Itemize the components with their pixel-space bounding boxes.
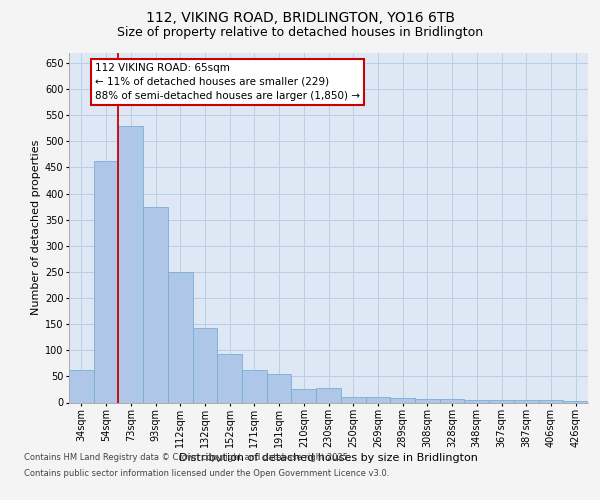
Bar xyxy=(94,161,118,402)
Bar xyxy=(118,126,143,402)
Bar xyxy=(217,354,242,403)
X-axis label: Distribution of detached houses by size in Bridlington: Distribution of detached houses by size … xyxy=(179,453,478,463)
Bar xyxy=(242,370,267,402)
Bar xyxy=(563,401,588,402)
Bar xyxy=(341,398,365,402)
Bar xyxy=(168,272,193,402)
Text: 112 VIKING ROAD: 65sqm
← 11% of detached houses are smaller (229)
88% of semi-de: 112 VIKING ROAD: 65sqm ← 11% of detached… xyxy=(95,63,360,101)
Bar xyxy=(69,370,94,402)
Bar xyxy=(390,398,415,402)
Text: Size of property relative to detached houses in Bridlington: Size of property relative to detached ho… xyxy=(117,26,483,39)
Bar xyxy=(193,328,217,402)
Text: Contains public sector information licensed under the Open Government Licence v3: Contains public sector information licen… xyxy=(24,469,389,478)
Bar xyxy=(143,206,168,402)
Bar xyxy=(292,390,316,402)
Bar xyxy=(316,388,341,402)
Bar xyxy=(415,399,440,402)
Bar xyxy=(514,400,539,402)
Bar xyxy=(267,374,292,402)
Bar xyxy=(539,400,563,402)
Bar xyxy=(464,400,489,402)
Bar xyxy=(489,400,514,402)
Bar xyxy=(365,398,390,402)
Y-axis label: Number of detached properties: Number of detached properties xyxy=(31,140,41,315)
Text: 112, VIKING ROAD, BRIDLINGTON, YO16 6TB: 112, VIKING ROAD, BRIDLINGTON, YO16 6TB xyxy=(146,11,455,25)
Bar xyxy=(440,399,464,402)
Text: Contains HM Land Registry data © Crown copyright and database right 2025.: Contains HM Land Registry data © Crown c… xyxy=(24,452,350,462)
